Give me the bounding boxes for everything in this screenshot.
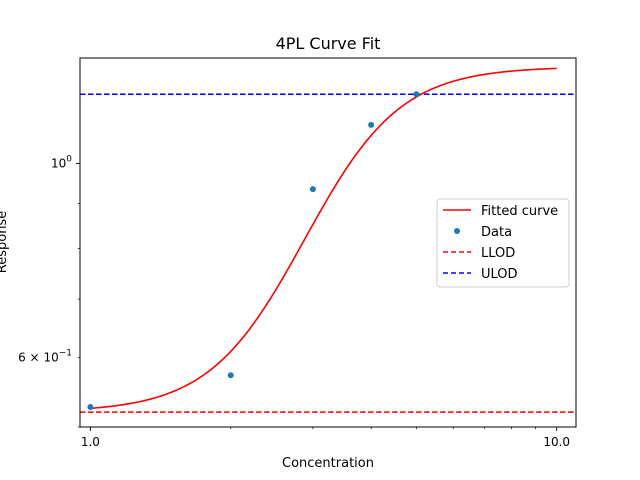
- legend-data-swatch: [454, 228, 460, 234]
- data-point: [87, 404, 94, 411]
- legend-data-label: Data: [481, 225, 512, 240]
- axes-frame: [79, 57, 577, 428]
- legend-llod-label: LLOD: [481, 246, 515, 261]
- legend: Fitted curve Data LLOD ULOD: [436, 198, 570, 288]
- fitted-curve-line: [90, 67, 557, 410]
- y-tick-label: 100: [51, 155, 72, 171]
- x-tick-label: 10.0: [543, 435, 570, 449]
- y-tick-label: 6 × 10−1: [18, 349, 72, 365]
- data-point: [227, 372, 234, 379]
- data-point: [309, 186, 316, 193]
- legend-fitted-curve-label: Fitted curve: [481, 204, 558, 219]
- legend-ulod-label: ULOD: [481, 267, 518, 282]
- y-axis-label: Response: [0, 211, 10, 273]
- x-tick-label: 1.0: [81, 435, 100, 449]
- plot-area: 1.0 10.0 100 6 × 10−1: [18, 57, 577, 449]
- data-layer: [80, 67, 576, 413]
- legend-box: [436, 198, 570, 288]
- x-axis-label: Concentration: [282, 456, 374, 471]
- ticks-layer: 1.0 10.0 100 6 × 10−1: [18, 155, 570, 449]
- data-point: [413, 91, 420, 98]
- chart-title: 4PL Curve Fit: [276, 34, 381, 53]
- data-point: [368, 121, 375, 128]
